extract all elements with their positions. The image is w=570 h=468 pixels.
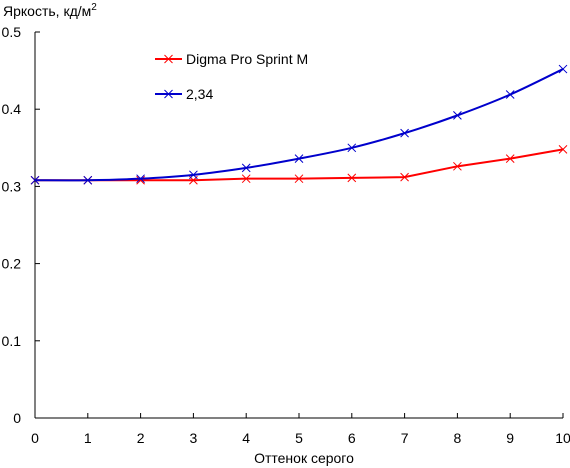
series-blue (30, 64, 568, 185)
legend-swatch-marker (164, 54, 173, 64)
x-tick-label: 4 (242, 430, 250, 446)
x-tick-label: 5 (295, 430, 303, 446)
data-point-marker (505, 90, 515, 99)
legend-swatch-marker (164, 89, 173, 99)
x-axis-title: Оттенок серого (254, 450, 354, 466)
x-tick-label: 3 (190, 430, 198, 446)
data-point-marker (30, 175, 40, 185)
data-point-marker (453, 111, 462, 120)
x-tick-label: 7 (401, 430, 409, 446)
legend-item: Digma Pro Sprint M (155, 51, 308, 67)
data-point-marker (347, 173, 357, 183)
series-red (30, 144, 568, 185)
data-point-marker (558, 64, 568, 74)
legend-label: Digma Pro Sprint M (186, 51, 308, 67)
axes (34, 32, 563, 419)
y-axis-title: Яркость, кд/м2 (3, 2, 97, 19)
data-point-marker (400, 172, 409, 182)
x-tick-label: 6 (348, 430, 356, 446)
x-tick-label: 8 (454, 430, 462, 446)
series-lines (30, 64, 568, 185)
legend: Digma Pro Sprint M 2,34 (155, 51, 308, 102)
x-axis-ticks: 0 1 2 3 4 5 6 7 8 9 10 (31, 413, 570, 446)
data-point-marker (558, 144, 568, 154)
y-tick-label: 0.2 (2, 256, 22, 272)
series-line (35, 148, 564, 182)
data-point-marker (453, 161, 462, 171)
legend-item: 2,34 (155, 86, 213, 102)
data-point-marker (189, 170, 198, 180)
x-tick-label: 9 (506, 430, 514, 446)
data-point-marker (505, 154, 515, 163)
data-point-marker (241, 174, 251, 184)
series-line (34, 68, 564, 182)
x-tick-label: 0 (31, 430, 39, 446)
y-axis-ticks: 0 0.1 0.2 0.3 0.4 0.5 (2, 24, 40, 426)
data-point-marker (294, 174, 304, 184)
y-tick-label: 0.1 (2, 333, 22, 349)
legend-label: 2,34 (186, 86, 213, 102)
y-tick-label: 0.4 (2, 101, 22, 117)
data-point-marker (136, 174, 145, 184)
x-tick-label: 10 (555, 430, 570, 446)
data-point-marker (294, 154, 304, 163)
x-tick-label: 1 (84, 430, 92, 446)
data-point-marker (83, 175, 93, 185)
y-tick-label: 0.5 (2, 24, 22, 40)
data-point-marker (347, 143, 357, 153)
data-point-marker (241, 163, 251, 173)
y-tick-label: 0.3 (2, 178, 22, 194)
x-tick-label: 2 (137, 430, 145, 446)
data-point-marker (400, 128, 409, 138)
y-tick-label: 0 (13, 410, 21, 426)
